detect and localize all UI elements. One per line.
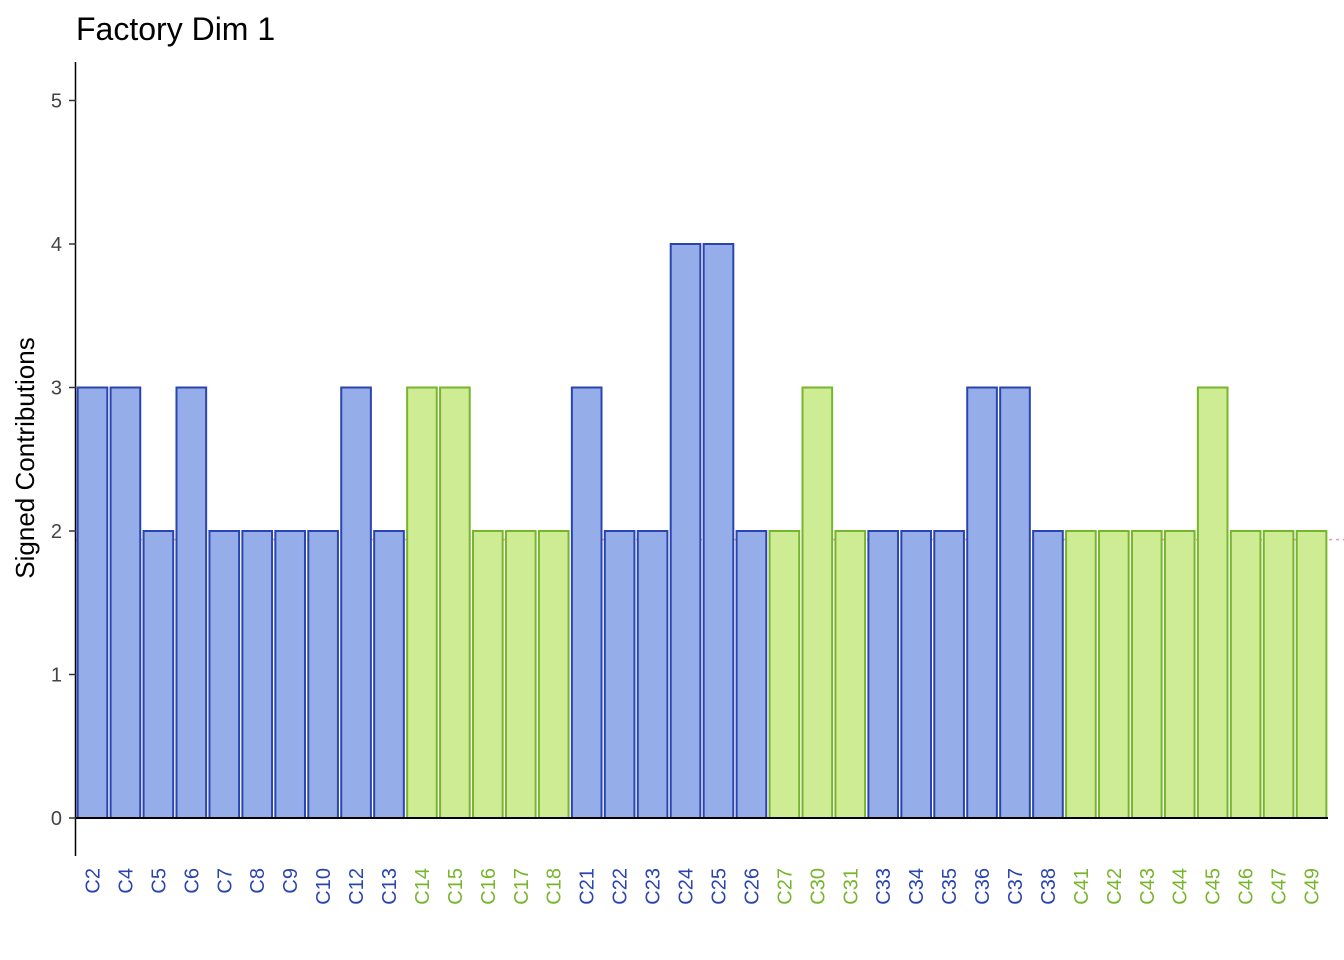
x-tick-label-c6: C6 [181,868,203,894]
bar-c36 [966,386,998,819]
bar-c9 [274,530,306,819]
bar-c31 [834,530,867,819]
x-tick-label-c22: C22 [610,868,632,905]
bar-c15 [439,386,471,819]
x-tick-label-c13: C13 [379,868,401,905]
bar-c42 [1098,530,1130,819]
x-tick-label-c15: C15 [445,868,467,905]
y-axis-label: Signed Contributions [10,337,40,578]
x-tick-label-c45: C45 [1203,868,1225,905]
x-tick-label-c18: C18 [544,868,566,905]
bar-c38 [1032,530,1064,819]
bar-c14 [406,386,438,819]
bar-c21 [570,386,603,819]
bar-c47 [1262,530,1295,819]
bar-c23 [636,530,669,819]
x-tick-label-c5: C5 [148,868,170,894]
x-tick-label-c10: C10 [313,868,335,905]
x-tick-label-c41: C41 [1071,868,1093,905]
bar-c45 [1196,386,1229,819]
y-tick-label: 3 [51,378,62,400]
bar-c18 [537,530,570,819]
x-tick-label-c26: C26 [741,868,763,905]
bar-c2 [76,386,109,819]
bar-c12 [340,386,372,819]
x-tick-label-c25: C25 [708,868,730,905]
x-tick-label-c35: C35 [939,868,961,905]
x-tick-label-c2: C2 [82,868,104,894]
y-ticks: 0 1 2 3 4 5 [51,91,76,830]
x-tick-label-c27: C27 [774,868,796,905]
bar-c27 [768,530,801,819]
x-tick-label-c34: C34 [906,868,928,905]
x-tick-label-c49: C49 [1302,868,1324,905]
x-tick-label-c17: C17 [511,868,533,905]
x-ticks: C2 C4 C5 C6 C7 C8 C9 C10 C12 C13 C14 C15 C16 C17 C18 C2… [82,868,1323,905]
x-tick-label-c31: C31 [840,868,862,905]
x-tick-label-c12: C12 [346,868,368,905]
y-tick-label: 2 [51,521,62,543]
x-tick-label-c38: C38 [1038,868,1060,905]
bar-c30 [801,386,834,819]
bar-c10 [307,530,339,819]
x-tick-label-c23: C23 [643,868,665,905]
x-tick-label-c37: C37 [1005,868,1027,905]
bar-c4 [109,386,142,819]
bar-c5 [142,530,175,819]
x-tick-label-c33: C33 [873,868,895,905]
x-tick-label-c7: C7 [214,868,236,894]
x-tick-label-c21: C21 [577,868,599,905]
x-tick-label-c30: C30 [807,868,829,905]
y-tick-label: 1 [51,665,62,687]
x-tick-label-c47: C47 [1269,868,1291,905]
bar-c37 [999,386,1031,819]
bar-c25 [702,243,735,819]
y-tick-label: 4 [51,234,62,256]
bar-c46 [1229,530,1262,819]
bar-c16 [472,530,504,819]
bar-c7 [208,530,241,819]
bar-c43 [1130,530,1163,819]
y-tick-label: 5 [51,91,62,113]
bar-c35 [933,530,965,819]
x-tick-label-c44: C44 [1170,868,1192,905]
bar-c49 [1295,530,1328,819]
chart-title: Factory Dim 1 [76,11,275,47]
x-tick-label-c24: C24 [676,868,698,905]
bar-c6 [175,386,208,819]
x-tick-label-c42: C42 [1104,868,1126,905]
x-tick-label-c4: C4 [115,868,137,894]
x-tick-label-c43: C43 [1137,868,1159,905]
bar-c13 [373,530,405,819]
bar-c41 [1065,530,1097,819]
x-tick-label-c14: C14 [412,868,434,905]
x-tick-label-c9: C9 [280,868,302,894]
bars [76,243,1328,819]
x-tick-label-c46: C46 [1236,868,1258,905]
bar-c33 [867,530,900,819]
bar-c17 [504,530,537,819]
bar-c22 [603,530,636,819]
axes [74,62,1328,856]
x-tick-label-c36: C36 [972,868,994,905]
x-tick-label-c8: C8 [247,868,269,894]
y-tick-label: 0 [51,808,62,830]
bar-c44 [1163,530,1196,819]
x-tick-label-c16: C16 [478,868,500,905]
bar-c34 [900,530,932,819]
bar-c24 [669,243,702,819]
bar-c26 [735,530,768,819]
bar-c8 [241,530,274,819]
